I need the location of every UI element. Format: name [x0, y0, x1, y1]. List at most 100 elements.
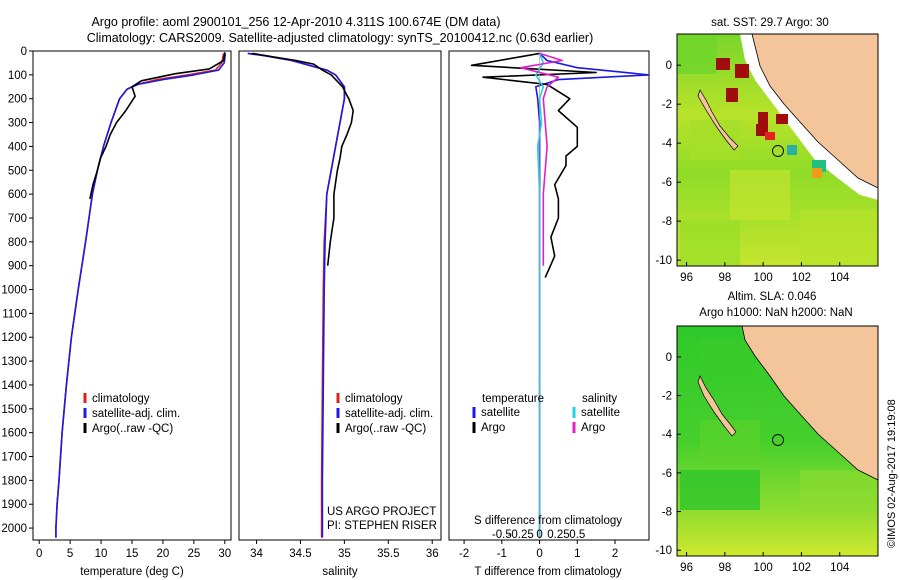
- salinity-x-label: salinity: [322, 566, 357, 578]
- x-tick-label-2-1: -1: [497, 548, 507, 560]
- depth-tick-label-3: 300: [8, 118, 27, 130]
- pi-annotation: PI: STEPHEN RISER: [327, 520, 437, 532]
- sst-map-frame: [676, 33, 879, 267]
- difference-axes-frame: [448, 50, 650, 541]
- t-difference-label: T difference from climatology: [474, 566, 621, 578]
- depth-tick-label-6: 600: [8, 189, 27, 201]
- depth-tick-label-0: 0: [21, 46, 27, 58]
- temp-legend-label-2: Argo(..raw -QC): [92, 423, 173, 435]
- depth-tick-label-11: 1100: [2, 308, 27, 320]
- depth-tick-label-20: 2000: [1, 523, 27, 535]
- x-tick-label-0-0: 0: [36, 548, 42, 560]
- s-difference-label: S difference from climatology: [474, 515, 622, 527]
- depth-tick-label-1: 100: [8, 70, 27, 82]
- s-diff-tick-label-1: -0.25: [508, 529, 534, 541]
- x-tick-label-0-2: 10: [95, 548, 108, 560]
- x-tick-label-1-4: 36: [426, 548, 439, 560]
- imos-credit: ©IMOS 02-Aug-2017 19:19:08: [886, 399, 898, 548]
- sla-lon-label-2: 100: [754, 562, 773, 574]
- temperature-axes-frame: [32, 50, 232, 541]
- series-line-2-1: [470, 52, 598, 278]
- diff-legend-label-1: satellite: [481, 407, 520, 419]
- sst-lat-label-5: -10: [655, 255, 672, 267]
- temperature-panel: 0100200300400500600700800900100011001200…: [1, 46, 232, 578]
- sst-texture: [677, 34, 878, 266]
- series-line-1-1: [247, 52, 346, 538]
- x-tick-label-1-2: 35: [338, 548, 351, 560]
- series-line-0-2: [89, 52, 226, 200]
- depth-tick-label-18: 1800: [1, 475, 27, 487]
- x-tick-label-1-0: 34: [250, 548, 263, 560]
- sla-lat-label-4: -8: [662, 507, 672, 519]
- salinity-panel: 34 34.5 35 35.5 36 salinity climatology satel…: [238, 50, 442, 578]
- argo-location-marker: [772, 145, 784, 157]
- x-tick-label-0-6: 30: [218, 548, 231, 560]
- depth-tick-label-12: 1200: [1, 332, 27, 344]
- sst-lat-label-3: -6: [662, 177, 672, 189]
- diff-legend-header-temperature: temperature: [482, 393, 544, 405]
- sla-lat-label-3: -6: [662, 468, 672, 480]
- sla-lat-label-0: 0: [666, 352, 672, 364]
- depth-tick-label-17: 1700: [1, 452, 27, 464]
- sla-lon-label-3: 102: [792, 562, 811, 574]
- depth-tick-label-5: 500: [8, 165, 27, 177]
- sst-lat-label-2: -4: [662, 138, 673, 150]
- depth-tick-label-15: 1500: [1, 404, 27, 416]
- diff-legend-label-2: Argo: [481, 422, 505, 434]
- sst-lon-label-4: 104: [830, 272, 850, 284]
- sla-lon-label-1: 98: [718, 562, 731, 574]
- sst-map-title: sat. SST: 29.7 Argo: 30: [711, 17, 829, 29]
- sla-lat-label-2: -4: [662, 429, 673, 441]
- sla-map-title: Altim. SLA: 0.046: [728, 291, 817, 303]
- s-diff-tick-label-4: 0.5: [569, 529, 585, 541]
- sst-map: sat. SST: 29.7 Argo: 30 96 98 100 102: [655, 17, 879, 284]
- depth-tick-label-19: 1900: [1, 499, 27, 511]
- depth-tick-label-10: 1000: [1, 285, 27, 297]
- diff-legend-header-salinity: salinity: [582, 393, 617, 405]
- depth-tick-label-14: 1400: [1, 380, 27, 392]
- x-tick-label-2-4: 2: [612, 548, 618, 560]
- x-tick-label-1-3: 35.5: [377, 548, 399, 560]
- x-tick-label-0-3: 15: [126, 548, 139, 560]
- x-tick-label-1-1: 34.5: [289, 548, 311, 560]
- sst-hot-cells: [716, 58, 826, 178]
- series-line-2-3: [519, 52, 564, 266]
- sla-map-subtitle: Argo h1000: NaN h2000: NaN: [699, 307, 852, 319]
- s-diff-tick-label-0: -0.5: [492, 529, 512, 541]
- argo-location-marker-sla: [772, 434, 784, 446]
- sst-lon-label-2: 100: [754, 272, 773, 284]
- s-diff-tick-label-2: 0: [536, 529, 542, 541]
- sal-legend-label-0: climatology: [345, 393, 403, 405]
- depth-tick-label-2: 200: [8, 94, 27, 106]
- sla-map-frame: [676, 325, 879, 557]
- series-line-1-2: [252, 52, 355, 266]
- depth-tick-label-8: 800: [8, 237, 27, 249]
- depth-tick-label-16: 1600: [1, 428, 27, 440]
- project-annotation: US ARGO PROJECT: [327, 506, 436, 518]
- temp-legend-label-1: satellite-adj. clim.: [92, 408, 180, 420]
- figure-title-line2: Climatology: CARS2009. Satellite-adjuste…: [87, 31, 594, 45]
- sal-legend-label-1: satellite-adj. clim.: [345, 408, 433, 420]
- figure-title-line1: Argo profile: aoml 2900101_256 12-Apr-20…: [91, 15, 500, 29]
- depth-tick-label-13: 1300: [1, 356, 27, 368]
- x-tick-label-0-1: 5: [67, 548, 73, 560]
- temperature-x-label: temperature (deg C): [80, 566, 184, 578]
- depth-tick-label-9: 900: [8, 261, 27, 273]
- sst-lat-label-1: -2: [662, 99, 672, 111]
- sst-lon-label-0: 96: [680, 272, 693, 284]
- salinity-axes-frame: [238, 50, 442, 541]
- sla-lon-label-0: 96: [680, 562, 693, 574]
- sla-islands: [697, 375, 737, 437]
- temp-legend-label-0: climatology: [92, 393, 150, 405]
- sst-lat-label-4: -8: [662, 216, 672, 228]
- depth-tick-label-4: 400: [8, 141, 27, 153]
- difference-panel: -2 -1 0 1 2 S difference from climatology -0…: [448, 50, 650, 578]
- x-tick-label-0-5: 25: [187, 548, 200, 560]
- x-tick-label-2-0: -2: [459, 548, 469, 560]
- x-tick-label-0-4: 20: [157, 548, 170, 560]
- sst-lon-label-3: 102: [792, 272, 811, 284]
- sst-islands: [697, 89, 739, 151]
- depth-tick-label-7: 700: [8, 213, 27, 225]
- diff-legend-label-5: Argo: [581, 422, 605, 434]
